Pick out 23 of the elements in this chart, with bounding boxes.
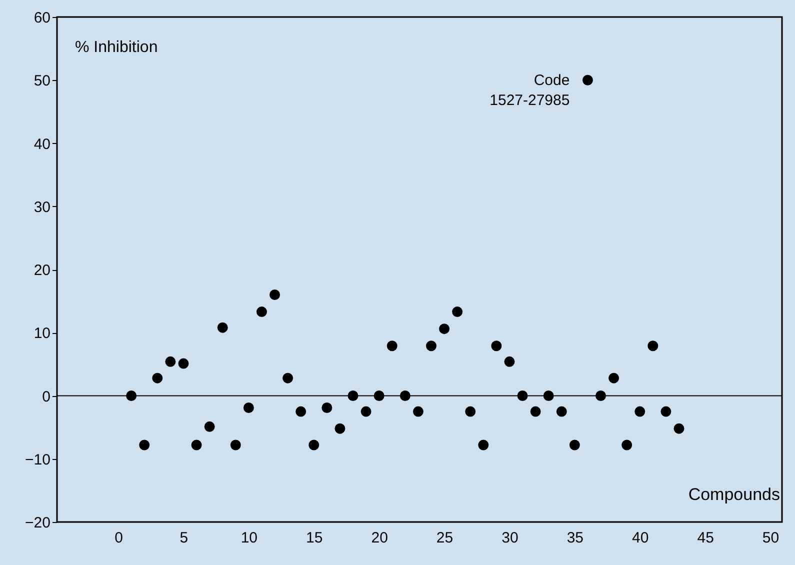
y-axis-title: % Inhibition (75, 39, 158, 56)
y-tick-label: 0 (42, 388, 50, 406)
y-tick-label: 50 (34, 72, 50, 90)
x-tick-label: 15 (306, 530, 323, 546)
x-tick-label: 5 (180, 530, 188, 546)
x-tick-label: 20 (371, 530, 388, 546)
y-tick-label: 10 (34, 325, 50, 342)
y-tick-label: −20 (25, 514, 50, 532)
y-tick-label: 40 (34, 136, 50, 153)
x-tick-label: 35 (566, 530, 584, 546)
y-tick-label: 60 (34, 10, 50, 26)
x-tick-label: 45 (697, 530, 714, 546)
x-tick-label: 40 (632, 530, 649, 546)
x-tick-label: 50 (762, 530, 780, 546)
y-tick-label: 20 (34, 262, 50, 279)
y-tick-label: −10 (25, 451, 50, 468)
x-tick-label: 10 (240, 530, 258, 546)
y-tick-label: 30 (34, 198, 50, 216)
x-tick-label: 30 (502, 530, 518, 546)
x-tick-label: 0 (114, 530, 123, 546)
x-tick-label: 25 (436, 530, 454, 546)
x-axis-title: Compounds (688, 485, 780, 504)
annotation: Code 1527-27985 (490, 72, 570, 110)
